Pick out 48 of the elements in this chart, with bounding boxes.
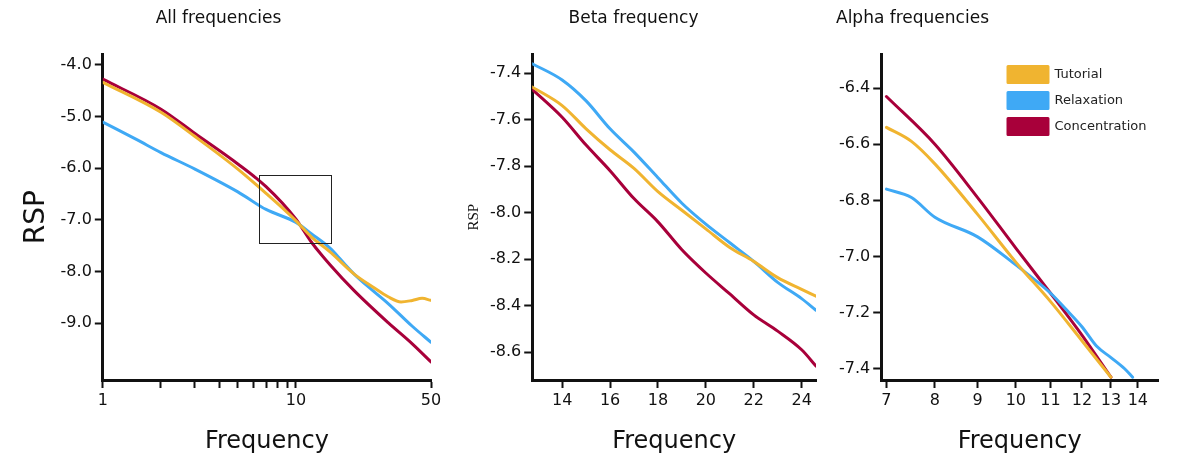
x-tick-label: 12 <box>1071 389 1093 409</box>
legend-label: Concentration <box>1054 117 1147 133</box>
x-tick-label: 22 <box>743 389 764 409</box>
y-tick-label: -7.6 <box>490 108 522 128</box>
x-tick-label: 50 <box>420 389 442 409</box>
y-tick-label: -7.8 <box>490 155 522 175</box>
y-tick-label: -7.2 <box>839 301 871 321</box>
x-tick-label: 20 <box>695 389 717 409</box>
x-tick-label: 14 <box>551 389 573 409</box>
x-tick-label: 18 <box>647 389 669 409</box>
y-tick-label: -6.6 <box>839 133 871 153</box>
y-tick-label: -6.0 <box>60 157 92 177</box>
x-tick-label: 14 <box>1127 389 1149 409</box>
x-tick-label: 16 <box>599 389 621 409</box>
x-tick-label: 11 <box>1040 389 1061 409</box>
y-axis-title: RSP <box>464 203 481 231</box>
y-tick-label: -8.4 <box>490 294 522 314</box>
legend-label: Tutorial <box>1053 65 1103 81</box>
y-tick-label: -8.6 <box>490 341 522 361</box>
x-tick-label: 8 <box>929 389 940 409</box>
x-tick-label: 1 <box>97 389 108 409</box>
chart-title: Beta frequency <box>568 6 699 27</box>
y-tick-label: -6.4 <box>839 77 871 97</box>
chart-title: All frequencies <box>155 6 282 27</box>
y-axis-title: RSP <box>18 190 52 245</box>
y-tick-label: -8.0 <box>490 201 522 221</box>
line-series <box>532 87 816 368</box>
x-axis-title: Frequency <box>957 425 1082 454</box>
y-tick-label: -7.4 <box>490 62 522 82</box>
x-tick-label: 10 <box>285 389 307 409</box>
y-tick-label: -7.4 <box>839 357 871 377</box>
legend-label: Relaxation <box>1054 91 1124 107</box>
y-tick-label: -5.0 <box>60 105 92 125</box>
x-tick-label: 13 <box>1100 389 1122 409</box>
y-tick-label: -4.0 <box>60 53 92 73</box>
y-tick-label: -6.8 <box>839 189 871 209</box>
x-tick-label: 24 <box>791 389 812 409</box>
y-tick-label: -7.0 <box>839 245 871 265</box>
x-tick-label: 9 <box>972 389 983 409</box>
y-tick-label: -8.0 <box>60 260 92 280</box>
x-tick-label: 7 <box>881 389 892 409</box>
x-tick-label: 10 <box>1005 389 1026 409</box>
x-axis-title: Frequency <box>612 425 737 454</box>
y-tick-label: -7.0 <box>60 208 92 228</box>
x-axis-title: Frequency <box>204 425 329 454</box>
y-tick-label: -9.0 <box>60 312 92 332</box>
y-tick-label: -8.2 <box>490 248 522 268</box>
chart-title: Alpha frequencies <box>836 6 990 27</box>
